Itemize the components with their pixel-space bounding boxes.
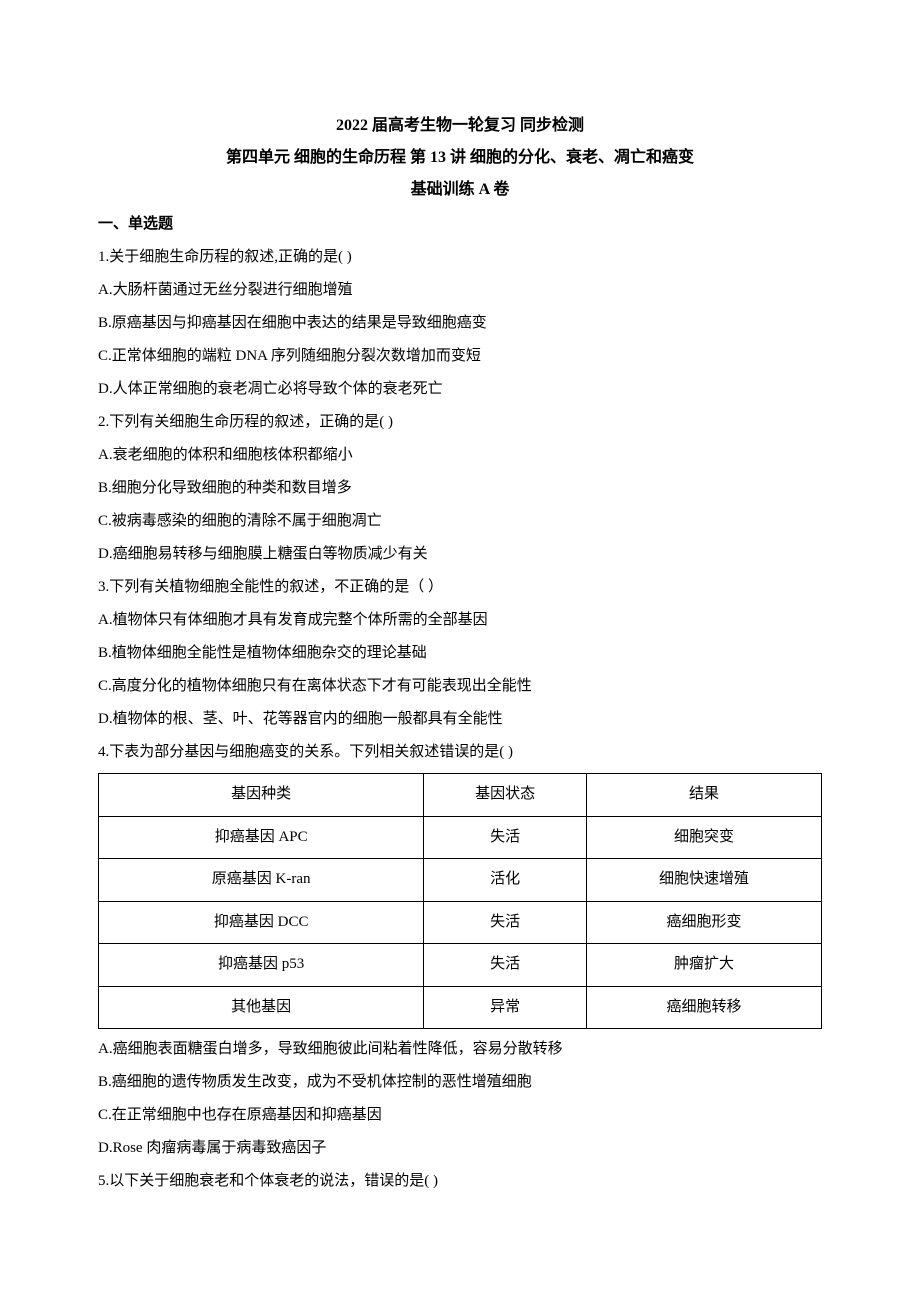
table-cell: 异常 xyxy=(424,986,587,1029)
q2-text: 2.下列有关细胞生命历程的叙述，正确的是( ) xyxy=(98,406,822,439)
section-1-heading: 一、单选题 xyxy=(98,208,822,241)
q4-option-a: A.癌细胞表面糖蛋白增多，导致细胞彼此间粘着性降低，容易分散转移 xyxy=(98,1033,822,1066)
table-cell: 癌细胞形变 xyxy=(587,901,822,944)
table-cell: 失活 xyxy=(424,816,587,859)
q4-text: 4.下表为部分基因与细胞癌变的关系。下列相关叙述错误的是( ) xyxy=(98,736,822,769)
table-cell: 活化 xyxy=(424,859,587,902)
q3-text: 3.下列有关植物细胞全能性的叙述，不正确的是（ ） xyxy=(98,571,822,604)
q2-option-c: C.被病毒感染的细胞的清除不属于细胞凋亡 xyxy=(98,505,822,538)
q3-option-a: A.植物体只有体细胞才具有发育成完整个体所需的全部基因 xyxy=(98,604,822,637)
table-header-result: 结果 xyxy=(587,774,822,817)
q4-option-c: C.在正常细胞中也存在原癌基因和抑癌基因 xyxy=(98,1099,822,1132)
table-cell: 细胞突变 xyxy=(587,816,822,859)
table-header-state: 基因状态 xyxy=(424,774,587,817)
q1-option-d: D.人体正常细胞的衰老凋亡必将导致个体的衰老死亡 xyxy=(98,373,822,406)
table-row: 抑癌基因 p53 失活 肿瘤扩大 xyxy=(99,944,822,987)
q4-option-d: D.Rose 肉瘤病毒属于病毒致癌因子 xyxy=(98,1132,822,1165)
q3-option-c: C.高度分化的植物体细胞只有在离体状态下才有可能表现出全能性 xyxy=(98,670,822,703)
title-line-2: 第四单元 细胞的生命历程 第 13 讲 细胞的分化、衰老、凋亡和癌变 xyxy=(98,142,822,174)
q1-option-b: B.原癌基因与抑癌基因在细胞中表达的结果是导致细胞癌变 xyxy=(98,307,822,340)
q3-option-d: D.植物体的根、茎、叶、花等器官内的细胞一般都具有全能性 xyxy=(98,703,822,736)
table-row: 原癌基因 K-ran 活化 细胞快速增殖 xyxy=(99,859,822,902)
q1-option-a: A.大肠杆菌通过无丝分裂进行细胞增殖 xyxy=(98,274,822,307)
table-cell: 其他基因 xyxy=(99,986,424,1029)
q1-text: 1.关于细胞生命历程的叙述,正确的是( ) xyxy=(98,241,822,274)
q4-option-b: B.癌细胞的遗传物质发生改变，成为不受机体控制的恶性增殖细胞 xyxy=(98,1066,822,1099)
q2-option-d: D.癌细胞易转移与细胞膜上糖蛋白等物质减少有关 xyxy=(98,538,822,571)
table-cell: 抑癌基因 p53 xyxy=(99,944,424,987)
q1-option-c: C.正常体细胞的端粒 DNA 序列随细胞分裂次数增加而变短 xyxy=(98,340,822,373)
table-cell: 癌细胞转移 xyxy=(587,986,822,1029)
q5-text: 5.以下关于细胞衰老和个体衰老的说法，错误的是( ) xyxy=(98,1165,822,1198)
table-cell: 原癌基因 K-ran xyxy=(99,859,424,902)
table-header-row: 基因种类 基因状态 结果 xyxy=(99,774,822,817)
q2-option-a: A.衰老细胞的体积和细胞核体积都缩小 xyxy=(98,439,822,472)
table-row: 抑癌基因 APC 失活 细胞突变 xyxy=(99,816,822,859)
q4-table: 基因种类 基因状态 结果 抑癌基因 APC 失活 细胞突变 原癌基因 K-ran… xyxy=(98,773,822,1029)
table-cell: 肿瘤扩大 xyxy=(587,944,822,987)
q2-option-b: B.细胞分化导致细胞的种类和数目增多 xyxy=(98,472,822,505)
table-cell: 抑癌基因 APC xyxy=(99,816,424,859)
table-cell: 失活 xyxy=(424,944,587,987)
title-line-3: 基础训练 A 卷 xyxy=(98,174,822,206)
table-cell: 细胞快速增殖 xyxy=(587,859,822,902)
q3-option-b: B.植物体细胞全能性是植物体细胞杂交的理论基础 xyxy=(98,637,822,670)
table-row: 其他基因 异常 癌细胞转移 xyxy=(99,986,822,1029)
table-cell: 抑癌基因 DCC xyxy=(99,901,424,944)
table-header-type: 基因种类 xyxy=(99,774,424,817)
title-line-1: 2022 届高考生物一轮复习 同步检测 xyxy=(98,110,822,142)
table-cell: 失活 xyxy=(424,901,587,944)
table-row: 抑癌基因 DCC 失活 癌细胞形变 xyxy=(99,901,822,944)
